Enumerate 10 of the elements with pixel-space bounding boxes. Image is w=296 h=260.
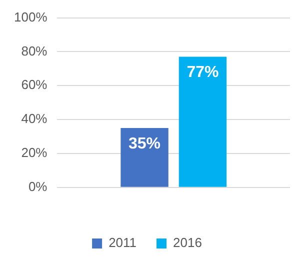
y-tick-label: 60% bbox=[21, 77, 48, 92]
data-label: 35% bbox=[128, 135, 161, 152]
legend-label: 2011 bbox=[108, 235, 137, 250]
data-label: 77% bbox=[186, 64, 219, 82]
y-tick-label: 0% bbox=[28, 178, 48, 194]
legend-label: 2016 bbox=[173, 235, 202, 250]
y-tick-label: 40% bbox=[21, 111, 48, 126]
y-tick-label: 100% bbox=[14, 9, 48, 24]
y-tick-label: 20% bbox=[21, 145, 48, 160]
y-tick-label: 80% bbox=[21, 43, 48, 58]
